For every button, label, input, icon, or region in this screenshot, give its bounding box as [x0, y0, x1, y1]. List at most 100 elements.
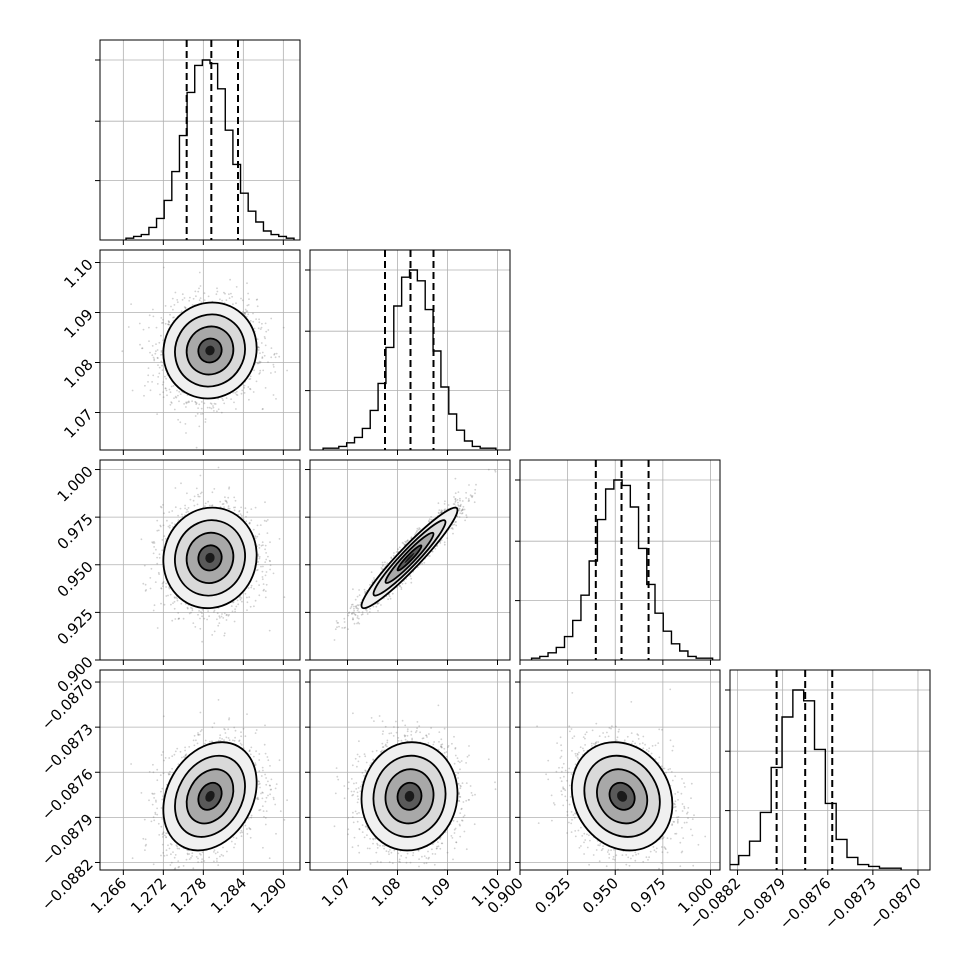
- scatter-point: [267, 556, 269, 558]
- scatter-point: [156, 327, 158, 329]
- scatter-point: [245, 507, 247, 509]
- scatter-point: [157, 383, 159, 385]
- scatter-point: [160, 361, 162, 363]
- scatter-point: [206, 619, 208, 621]
- scatter-point: [177, 395, 179, 397]
- scatter-point: [152, 345, 154, 347]
- scatter-point: [255, 507, 257, 509]
- scatter-point: [189, 297, 191, 299]
- scatter-point: [162, 585, 164, 587]
- scatter-point: [250, 320, 252, 322]
- y-tick-label-1-3: 1.10: [60, 255, 96, 291]
- scatter-point: [152, 375, 154, 377]
- scatter-point: [165, 538, 167, 540]
- scatter-point: [214, 631, 216, 633]
- scatter-point: [196, 402, 198, 404]
- scatter-point: [197, 504, 199, 506]
- scatter-point: [163, 525, 165, 527]
- scatter-point: [219, 617, 221, 619]
- scatter-point: [205, 503, 207, 505]
- scatter-point: [278, 356, 280, 358]
- scatter-point: [199, 299, 201, 301]
- scatter-point: [196, 488, 198, 490]
- scatter-point: [160, 335, 162, 337]
- scatter-point: [209, 505, 211, 507]
- scatter-point: [158, 573, 160, 575]
- scatter-point: [166, 520, 168, 522]
- scatter-point: [242, 299, 244, 301]
- scatter-point: [147, 374, 149, 376]
- scatter-point: [186, 492, 188, 494]
- scatter-point: [174, 409, 176, 411]
- scatter-point: [266, 571, 268, 573]
- scatter-point: [353, 610, 355, 612]
- scatter-point: [208, 615, 210, 617]
- scatter-point: [273, 394, 275, 396]
- scatter-point: [241, 390, 243, 392]
- panel-2-1: [305, 460, 510, 665]
- scatter-point: [214, 610, 216, 612]
- scatter-point: [438, 502, 440, 504]
- scatter-point: [171, 620, 173, 622]
- scatter-point: [166, 390, 168, 392]
- scatter-point: [232, 303, 234, 305]
- scatter-point: [202, 413, 204, 415]
- scatter-point: [250, 519, 252, 521]
- scatter-point: [173, 397, 175, 399]
- scatter-point: [216, 410, 218, 412]
- scatter-point: [187, 511, 189, 513]
- scatter-point: [159, 394, 161, 396]
- scatter-point: [226, 502, 228, 504]
- scatter-point: [165, 305, 167, 307]
- scatter-point: [177, 419, 179, 421]
- scatter-point: [218, 622, 220, 624]
- scatter-point: [170, 306, 172, 308]
- scatter-point: [211, 634, 213, 636]
- scatter-point: [201, 612, 203, 614]
- scatter-point: [162, 539, 164, 541]
- scatter-point: [259, 370, 261, 372]
- scatter-point: [191, 400, 193, 402]
- scatter-point: [224, 613, 226, 615]
- scatter-point: [153, 316, 155, 318]
- scatter-point: [459, 500, 461, 502]
- scatter-point: [246, 310, 248, 312]
- scatter-point: [172, 317, 174, 319]
- scatter-point: [262, 578, 264, 580]
- scatter-point: [262, 571, 264, 573]
- scatter-point: [194, 401, 196, 403]
- scatter-point: [254, 328, 256, 330]
- scatter-point: [198, 404, 200, 406]
- scatter-point: [176, 598, 178, 600]
- scatter-point: [157, 349, 159, 351]
- scatter-point: [203, 618, 205, 620]
- scatter-point: [243, 387, 245, 389]
- density-body: [121, 267, 288, 449]
- scatter-point: [273, 573, 275, 575]
- scatter-point: [163, 512, 165, 514]
- scatter-point: [248, 304, 250, 306]
- scatter-point: [197, 614, 199, 616]
- scatter-point: [265, 559, 267, 561]
- scatter-point: [259, 558, 261, 560]
- scatter-point: [159, 557, 161, 559]
- scatter-point: [231, 296, 233, 298]
- scatter-point: [233, 497, 235, 499]
- scatter-point: [240, 599, 242, 601]
- scatter-point: [262, 541, 264, 543]
- scatter-point: [252, 313, 254, 315]
- scatter-point: [241, 597, 243, 599]
- scatter-point: [173, 385, 175, 387]
- scatter-point: [130, 303, 132, 305]
- scatter-point: [217, 625, 219, 627]
- scatter-point: [237, 600, 239, 602]
- scatter-point: [253, 605, 255, 607]
- scatter-point: [177, 612, 179, 614]
- scatter-point: [185, 423, 187, 425]
- scatter-point: [168, 320, 170, 322]
- scatter-point: [247, 386, 249, 388]
- scatter-point: [142, 583, 144, 585]
- scatter-point: [161, 588, 163, 590]
- scatter-point: [184, 297, 186, 299]
